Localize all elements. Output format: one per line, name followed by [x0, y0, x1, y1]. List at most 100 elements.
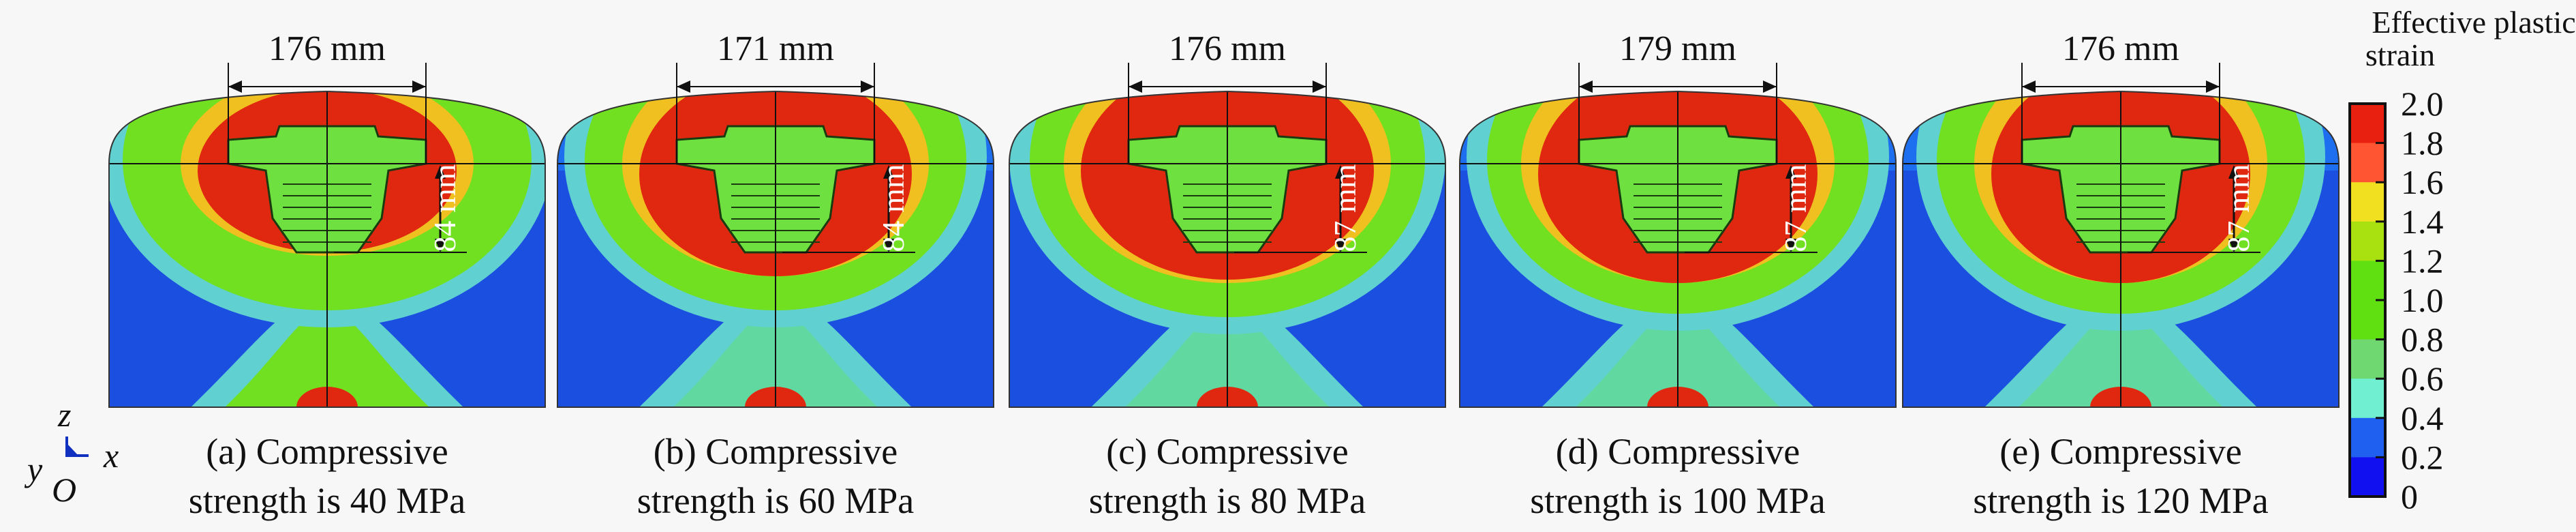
axis-z-label: z	[57, 396, 71, 434]
arrow-right-icon	[2206, 80, 2220, 93]
depth-dimension	[1685, 165, 1818, 253]
arrow-down-icon	[1785, 239, 1796, 252]
colorbar-tick-label: 1.4	[2401, 203, 2444, 241]
arrow-down-icon	[1335, 239, 1346, 252]
colorbar-segments: 2.01.81.61.41.21.00.80.60.40.20	[2348, 85, 2444, 516]
colorbar-segment	[2350, 104, 2385, 144]
arrow-left-icon	[2022, 80, 2036, 93]
bottom-high-strain	[296, 387, 358, 407]
colorbar-segment	[2350, 261, 2385, 301]
arrow-right-icon	[1763, 80, 1777, 93]
arrow-right-icon	[1313, 80, 1326, 93]
colorbar-tick-label: 0.8	[2401, 321, 2444, 359]
width-dimension	[1578, 63, 1777, 164]
colorbar-tick-label: 1.2	[2401, 241, 2444, 280]
colorbar-tick-label: 0.6	[2401, 359, 2444, 398]
arrow-up-icon	[1785, 165, 1796, 179]
axis-triad-fill	[67, 443, 78, 456]
caption-line1: (c) Compressive	[1106, 431, 1348, 472]
arrow-left-icon	[1129, 80, 1142, 93]
width-dimension	[676, 63, 875, 164]
panel-outline	[1009, 90, 1446, 408]
panel: 176 mm 87 mm (c) Compressive strength is 80…	[1009, 29, 1446, 521]
width-label: 176 mm	[269, 29, 386, 68]
bottom-high-strain	[745, 387, 806, 407]
panel: 176 mm 84 mm (a) Compressive strength is 40…	[108, 29, 546, 521]
colorbar-segment	[2350, 417, 2385, 458]
panels: 176 mm 84 mm (a) Compressive strength is 40…	[108, 29, 2340, 521]
colorbar-segment	[2350, 143, 2385, 183]
colorbar-tick-label: 1.6	[2401, 163, 2444, 201]
colorbar-tick-label: 2.0	[2401, 85, 2444, 123]
width-dimension	[1128, 63, 1327, 164]
caption-line1: (b) Compressive	[654, 431, 898, 472]
bottom-high-strain	[2090, 387, 2151, 407]
colorbar-tick-label: 0.4	[2401, 399, 2444, 437]
caption-line2: strength is 60 MPa	[637, 480, 915, 521]
colorbar-frame	[2348, 102, 2387, 498]
depth-dimension	[1234, 165, 1367, 253]
colorbar-segment	[2350, 457, 2385, 497]
depth-dimension	[334, 165, 467, 253]
axis-origin-label: O	[52, 471, 76, 509]
colorbar-title-line2: strain	[2365, 38, 2435, 72]
arrow-right-icon	[412, 80, 426, 93]
colorbar-segment	[2350, 300, 2385, 340]
panel-outline	[1902, 90, 2340, 408]
arrow-left-icon	[228, 80, 242, 93]
depth-label: 84 mm	[876, 164, 910, 252]
bottom-high-strain	[1197, 387, 1258, 407]
panel-outline	[1459, 90, 1897, 408]
arrow-up-icon	[2228, 165, 2239, 179]
colorbar-tick-label: 0.2	[2401, 438, 2444, 476]
arrow-down-icon	[435, 239, 446, 252]
caption-line1: (a) Compressive	[206, 431, 448, 472]
caption-line2: strength is 40 MPa	[189, 480, 466, 521]
colorbar-tick-label: 1.0	[2401, 281, 2444, 319]
arrow-down-icon	[2228, 239, 2239, 252]
arrow-down-icon	[883, 239, 894, 252]
colorbar-segment	[2350, 379, 2385, 419]
depth-label: 87 mm	[1778, 164, 1813, 252]
caption-line2: strength is 120 MPa	[1973, 480, 2269, 521]
width-label: 176 mm	[2062, 29, 2179, 68]
colorbar: Effective plastic strain 2.01.81.61.41.2…	[2348, 5, 2576, 516]
arrow-up-icon	[883, 165, 894, 179]
axis-y-label: y	[24, 450, 43, 488]
arrow-right-icon	[861, 80, 874, 93]
colorbar-segment	[2350, 182, 2385, 222]
colorbar-tick-label: 0	[2401, 477, 2418, 516]
caption-line1: (d) Compressive	[1556, 431, 1800, 472]
bottom-high-strain	[1647, 387, 1708, 407]
panel-outline	[557, 90, 994, 408]
width-dimension	[2021, 63, 2220, 164]
strain-contour	[1009, 91, 1445, 407]
arrow-up-icon	[435, 165, 446, 179]
panel: 179 mm 87 mm (d) Compressive strength is 10…	[1459, 29, 1897, 521]
colorbar-title-line1: Effective plastic	[2372, 5, 2575, 40]
arrow-left-icon	[677, 80, 690, 93]
depth-label: 87 mm	[1328, 164, 1362, 252]
strain-contour	[1460, 91, 1896, 407]
colorbar-tick-label: 1.8	[2401, 124, 2444, 162]
axes-triad: z x y O	[24, 396, 119, 509]
caption-line1: (e) Compressive	[1999, 431, 2241, 472]
strain-contour	[1903, 91, 2339, 407]
width-dimension	[228, 63, 427, 164]
width-label: 171 mm	[717, 29, 834, 68]
depth-label: 84 mm	[427, 164, 462, 252]
colorbar-segment	[2350, 339, 2385, 379]
panel-outline	[108, 90, 546, 408]
strain-contour	[557, 91, 994, 407]
arrow-up-icon	[1335, 165, 1346, 179]
panel: 176 mm 87 mm (e) Compressive strength is 12…	[1902, 29, 2340, 521]
colorbar-segment	[2350, 221, 2385, 261]
depth-dimension	[2128, 165, 2260, 253]
panel: 171 mm 84 mm (b) Compressive strength is 60…	[557, 29, 994, 521]
depth-dimension	[782, 165, 915, 253]
axis-x-label: x	[103, 437, 119, 475]
caption-line2: strength is 80 MPa	[1089, 480, 1366, 521]
width-label: 179 mm	[1619, 29, 1736, 68]
depth-label: 87 mm	[2221, 164, 2256, 252]
width-label: 176 mm	[1169, 29, 1286, 68]
